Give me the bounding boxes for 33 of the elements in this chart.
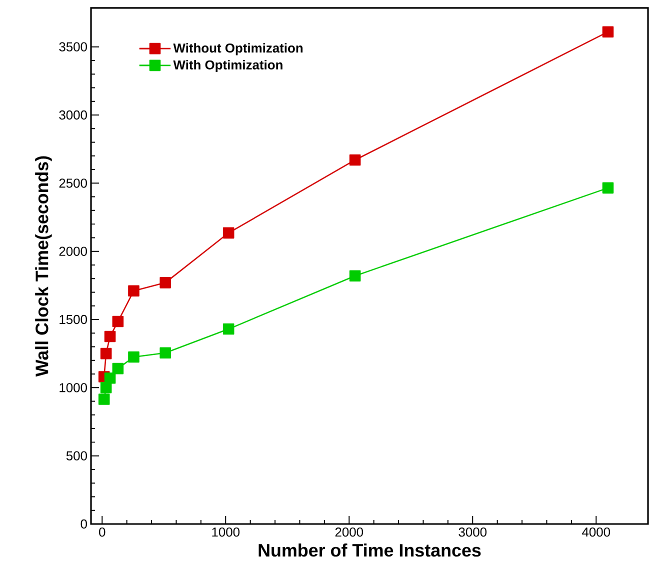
x-tick-label: 3000	[458, 528, 487, 537]
point	[160, 277, 172, 288]
y-tick-label: 3000	[59, 110, 87, 120]
point	[98, 394, 110, 405]
y-tick-label: 0	[80, 519, 87, 529]
point	[222, 227, 234, 239]
point	[128, 351, 140, 363]
point	[104, 330, 116, 342]
y-tick-label: 3500	[59, 42, 87, 52]
point	[112, 362, 124, 374]
point	[222, 323, 234, 335]
x-tick-label: 4000	[582, 528, 610, 537]
point	[602, 182, 614, 194]
legend-label: Without Optimization	[173, 43, 303, 56]
point	[128, 285, 140, 297]
y-tick-label: 2000	[59, 246, 87, 256]
y-tick-label: 2500	[59, 178, 87, 188]
legend-label: With Optimization	[173, 60, 282, 72]
y-tick-label: 500	[66, 451, 87, 460]
y-tick-label: 1500	[60, 314, 87, 324]
point	[349, 270, 361, 282]
y-axis-title: Wall Clock Time(seconds)	[35, 156, 52, 377]
x-tick-label: 0	[99, 528, 106, 537]
point	[104, 372, 116, 384]
x-axis-title: Number of Time Instances	[258, 544, 481, 557]
x-tick-label: 1000	[212, 528, 240, 537]
point	[112, 316, 124, 328]
point	[602, 26, 614, 38]
point	[160, 347, 172, 359]
x-tick-label: 2000	[335, 528, 364, 537]
point	[100, 348, 112, 360]
point	[349, 154, 361, 166]
y-tick-label: 1000	[60, 383, 87, 392]
